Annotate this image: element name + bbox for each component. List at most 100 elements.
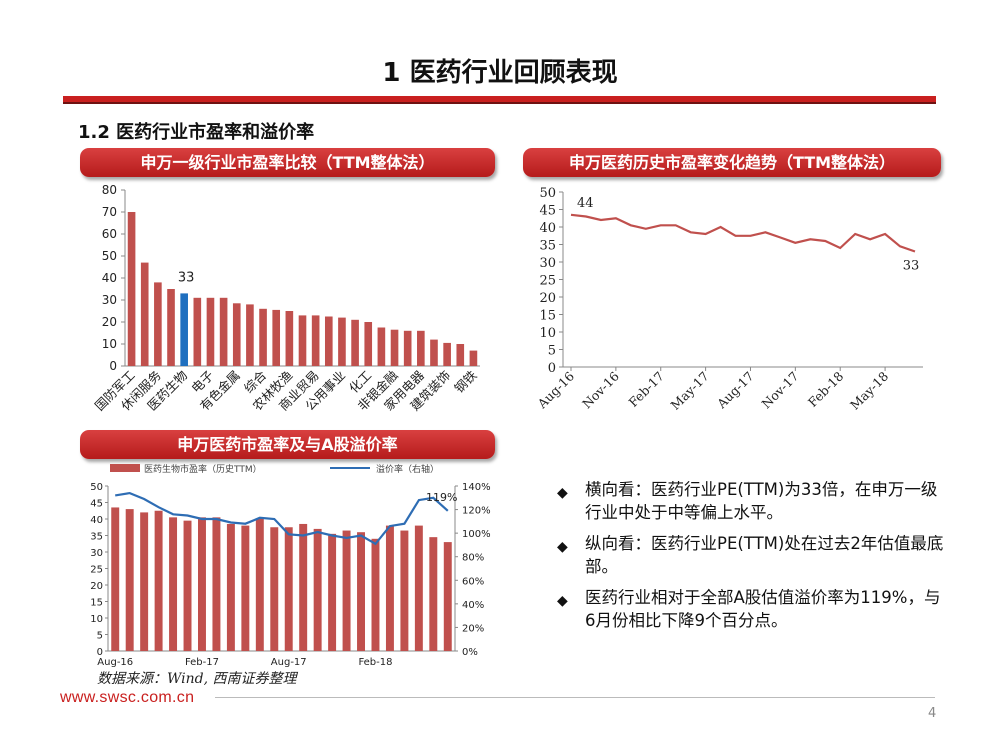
premium-series-line [115, 491, 449, 546]
bullet-item: ◆ 纵向看：医药行业PE(TTM)处在过去2年估值最底部。 [557, 534, 944, 576]
y2-tick-label: 60% [462, 576, 484, 587]
start-value-label: 44 [577, 196, 594, 211]
bar [390, 329, 399, 366]
y-tick-label: 25 [90, 565, 103, 576]
bar [259, 308, 267, 366]
y-tick-label: 30 [102, 293, 117, 307]
y2-tick-label: 80% [462, 553, 484, 564]
bar [429, 537, 438, 651]
x-tick-label: May-17 [668, 368, 712, 412]
bar [125, 509, 134, 651]
data-source-note: 数据来源：Wind, 西南证券整理 [97, 671, 297, 687]
premium-end-label: 119% [426, 491, 457, 504]
diamond-bullet-icon: ◆ [557, 593, 568, 609]
bar [111, 507, 120, 651]
bar [371, 538, 380, 651]
y-tick-label: 10 [102, 337, 117, 351]
x-tick-label: Feb-18 [805, 368, 846, 409]
y-tick-label: 50 [102, 249, 117, 263]
x-tick-label: Nov-17 [759, 368, 802, 411]
y-tick-label: 5 [97, 631, 103, 642]
y-tick-label: 70 [102, 205, 117, 219]
x-tick-label: Aug-16 [97, 657, 133, 668]
y-tick-label: 15 [90, 598, 103, 609]
y-tick-label: 50 [90, 482, 103, 493]
website-link[interactable]: www.swsc.com.cn [60, 689, 195, 706]
y-tick-label: 45 [90, 499, 103, 510]
y-tick-label: 20 [539, 291, 556, 306]
y-tick-label: 30 [539, 256, 556, 271]
bar [400, 530, 409, 651]
bar [154, 510, 163, 651]
bar [219, 297, 228, 366]
legend-bar-swatch [110, 464, 140, 472]
bar [469, 350, 478, 366]
title-underline [63, 96, 936, 102]
x-category-label: 钢铁 [451, 367, 480, 396]
y-tick-label: 0 [97, 647, 103, 658]
bar [183, 520, 192, 651]
bar [456, 344, 465, 366]
y-tick-label: 15 [539, 309, 556, 324]
bar [357, 532, 365, 651]
x-tick-label: Aug-17 [271, 657, 307, 668]
bar [338, 317, 346, 366]
bar [272, 309, 281, 366]
bar [167, 289, 175, 366]
bar [430, 339, 438, 366]
pe-series-line [570, 213, 916, 253]
bar [226, 523, 235, 651]
bar [313, 528, 322, 651]
bar [140, 512, 149, 651]
y2-tick-label: 140% [462, 482, 491, 493]
bar [443, 542, 452, 651]
bar [342, 530, 351, 651]
y-tick-label: 25 [539, 274, 556, 289]
bar [193, 297, 202, 366]
legend-line-label: 溢价率（右轴） [376, 463, 439, 475]
bar [270, 527, 279, 651]
bar [298, 315, 307, 366]
bar [385, 525, 394, 651]
x-tick-label: Feb-17 [185, 657, 219, 668]
x-tick-label: Aug-17 [713, 368, 756, 411]
y-tick-label: 40 [90, 515, 103, 526]
y2-tick-label: 20% [462, 623, 484, 634]
y-tick-label: 0 [109, 359, 117, 373]
y-tick-label: 30 [90, 548, 103, 559]
bar [180, 293, 188, 366]
bar [417, 330, 425, 366]
y-tick-label: 0 [548, 361, 556, 376]
y-tick-label: 20 [90, 581, 103, 592]
bar [154, 282, 162, 366]
diamond-bullet-icon: ◆ [557, 485, 568, 501]
section-subtitle: 1.2 医药行业市盈率和溢价率 [78, 122, 315, 143]
y2-tick-label: 0% [462, 647, 478, 658]
chart1-header: 申万一级行业市盈率比较（TTM整体法） [80, 148, 495, 177]
x-tick-label: May-18 [847, 368, 891, 412]
y-tick-label: 10 [90, 614, 103, 625]
x-tick-label: Nov-16 [579, 368, 622, 411]
y-tick-label: 35 [90, 532, 103, 543]
bar [212, 517, 221, 651]
diamond-bullet-icon: ◆ [557, 539, 568, 555]
bar [241, 525, 250, 651]
y2-tick-label: 100% [462, 529, 491, 540]
bar [328, 533, 337, 651]
x-tick-label: Feb-17 [625, 368, 666, 409]
bar [311, 315, 320, 366]
y-tick-label: 10 [539, 326, 556, 341]
bar [198, 517, 206, 651]
bullet-item: ◆ 医药行业相对于全部A股估值溢价率为119%，与6月份相比下降9个百分点。 [557, 588, 941, 630]
page-title: 1 医药行业回顾表现 [382, 58, 618, 88]
y-tick-label: 40 [539, 221, 556, 236]
y2-tick-label: 40% [462, 600, 484, 611]
bar [127, 212, 136, 366]
legend-bar-label: 医药生物市盈率（历史TTM） [144, 463, 262, 475]
chart3-header: 申万医药市盈率及与A股溢价率 [80, 430, 495, 459]
page-number: 4 [928, 706, 937, 721]
y-tick-label: 60 [102, 227, 117, 241]
y-tick-label: 80 [102, 183, 117, 197]
title-underline-shadow [63, 102, 936, 104]
